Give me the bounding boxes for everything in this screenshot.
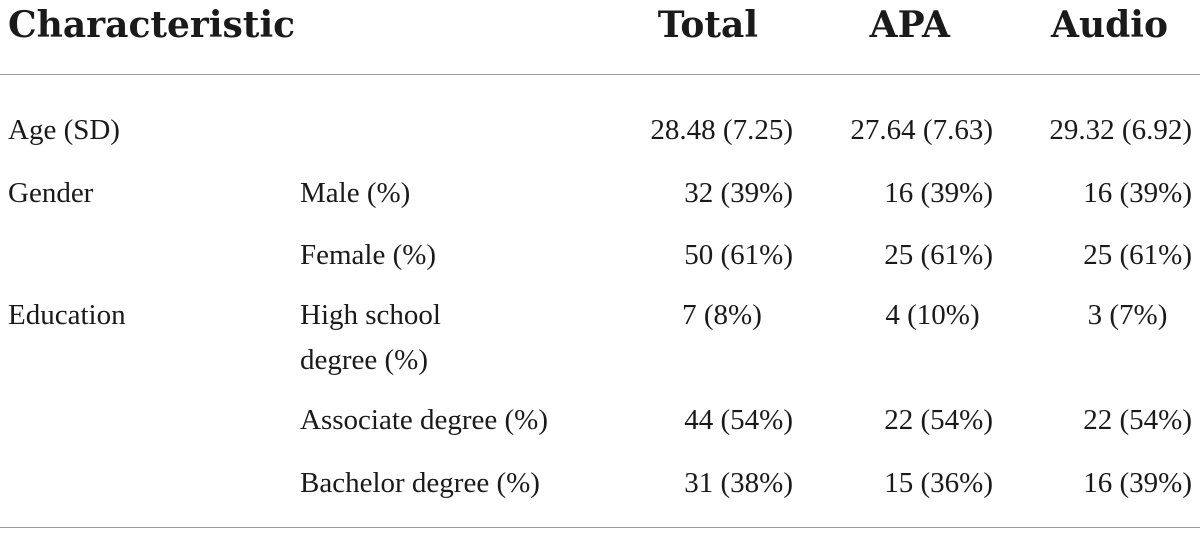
cell-apa: 27.64 (7.63) [850, 114, 993, 146]
cell-total: 31 (38%) [684, 467, 793, 499]
row-subcategory-line2: degree (%) [300, 344, 428, 376]
cell-apa: 22 (54%) [884, 404, 993, 436]
cell-apa: 25 (61%) [884, 239, 993, 271]
cell-audio: 16 (39%) [1083, 467, 1192, 499]
header-characteristic: Characteristic [8, 4, 296, 46]
cell-total: 28.48 (7.25) [650, 114, 793, 146]
row-subcategory: Female (%) [300, 239, 437, 271]
row-subcategory: Associate degree (%) [300, 404, 548, 436]
cell-audio: 16 (39%) [1083, 177, 1192, 209]
cell-total: 44 (54%) [684, 404, 793, 436]
header-apa: APA [869, 4, 950, 46]
header-rule [0, 74, 1200, 75]
row-category: Age (SD) [8, 114, 120, 146]
header-audio: Audio [1051, 4, 1168, 46]
header-total: Total [657, 4, 758, 46]
row-category: Gender [8, 177, 94, 209]
bottom-rule [0, 527, 1200, 528]
row-subcategory-line1: High school [300, 299, 441, 331]
row-subcategory: Male (%) [300, 177, 411, 209]
row-subcategory: Bachelor degree (%) [300, 467, 540, 499]
cell-apa: 15 (36%) [884, 467, 993, 499]
cell-audio: 22 (54%) [1083, 404, 1192, 436]
cell-total: 7 (8%) [682, 299, 762, 331]
cell-audio: 25 (61%) [1083, 239, 1192, 271]
row-category: Education [8, 299, 126, 331]
cell-total: 50 (61%) [684, 239, 793, 271]
cell-audio: 29.32 (6.92) [1049, 114, 1192, 146]
cell-audio: 3 (7%) [1087, 299, 1168, 331]
cell-apa: 16 (39%) [884, 177, 993, 209]
cell-apa: 4 (10%) [885, 299, 980, 331]
cell-total: 32 (39%) [684, 177, 793, 209]
